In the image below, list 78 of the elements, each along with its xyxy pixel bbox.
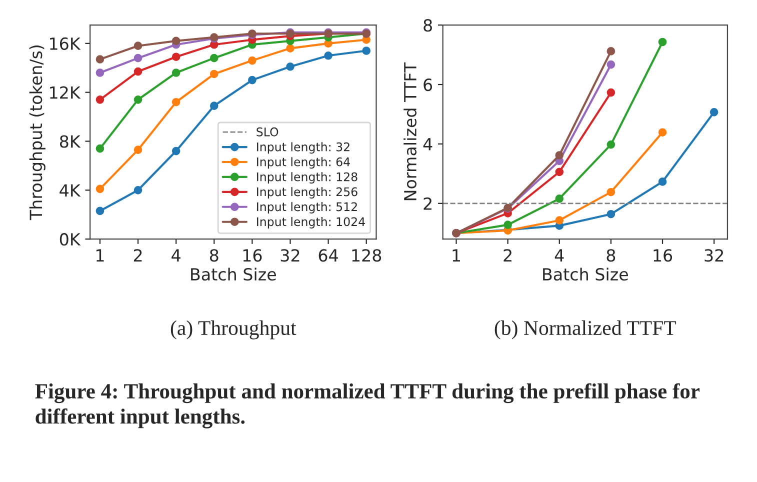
y-tick-label: 16K	[50, 37, 81, 50]
point	[606, 47, 616, 56]
point	[606, 210, 616, 218]
x-tick-label: 1	[96, 249, 104, 262]
point	[134, 95, 142, 104]
point	[658, 178, 667, 186]
y-tick-label: 0K	[60, 233, 81, 246]
point	[710, 108, 718, 116]
point	[286, 62, 294, 71]
point	[172, 68, 180, 77]
x-tick-label: 32	[704, 249, 724, 262]
point	[555, 216, 564, 225]
point	[172, 52, 180, 62]
point	[134, 67, 142, 76]
point	[555, 194, 564, 203]
point	[606, 140, 616, 149]
y-tick-label: 8	[424, 19, 432, 32]
point	[96, 206, 104, 216]
x-tick-label: 2	[504, 249, 512, 262]
point	[555, 151, 564, 160]
y-tick-label: 4	[423, 138, 432, 150]
x-tick-label: 16	[654, 249, 672, 262]
point	[134, 42, 142, 50]
text: (b) Normalized TTFT	[494, 320, 676, 340]
y-tick-label: 12K	[50, 86, 81, 99]
point	[134, 146, 142, 154]
text: (a) Throughput	[170, 320, 296, 340]
point	[96, 55, 104, 64]
legend-label: Input length: 32	[257, 142, 350, 154]
x-tick-label: 128	[352, 249, 382, 262]
point	[172, 98, 180, 106]
point	[248, 56, 256, 65]
point	[658, 128, 667, 137]
point	[96, 95, 104, 104]
x-tick-label: 8	[210, 249, 218, 262]
legend-label: Input length: 128	[257, 172, 358, 184]
point	[362, 46, 371, 55]
y-tick-label: 2	[424, 197, 432, 210]
legend-label: SLO	[256, 127, 278, 136]
x-tick-label: 16	[243, 249, 262, 262]
y-axis-title: Normalized TTFT	[404, 62, 417, 200]
point	[658, 38, 667, 46]
point	[504, 220, 512, 229]
legend-label: Input length: 512	[257, 202, 357, 214]
legend-label: Input length: 64	[257, 157, 350, 169]
x-axis-title: Batch Size	[191, 268, 276, 281]
point	[210, 102, 218, 110]
point	[606, 60, 616, 69]
y-tick-label: 4K	[60, 184, 81, 196]
point	[210, 70, 218, 78]
y-tick-label: 6	[424, 78, 432, 92]
x-tick-label: 2	[134, 249, 142, 262]
caption: Figure 4: Throughput and normalized TTFT during the prefill phase for different input lengths.	[35, 383, 700, 428]
point	[286, 44, 294, 52]
legend-label: Input length: 256	[257, 187, 358, 199]
point	[210, 54, 218, 62]
point	[96, 68, 104, 77]
point	[172, 36, 180, 46]
point	[606, 188, 616, 196]
x-tick-label: 4	[554, 249, 564, 262]
x-tick-label: 32	[280, 249, 300, 262]
x-tick-label: 4	[172, 249, 180, 262]
x-tick-label: 64	[318, 249, 338, 262]
x-tick-label: 8	[606, 249, 616, 262]
point	[96, 184, 104, 194]
point	[134, 54, 142, 62]
point	[324, 51, 332, 60]
point	[248, 76, 256, 84]
point	[134, 186, 142, 194]
x-axis-title: Batch Size	[543, 268, 628, 281]
x-tick-label: 1	[452, 249, 460, 262]
point	[172, 146, 180, 156]
point	[555, 168, 564, 176]
point	[96, 144, 104, 153]
y-tick-label: 8K	[60, 135, 81, 148]
y-axis-title: Throughput (token/s)	[29, 46, 46, 220]
point	[606, 88, 616, 97]
legend-label: Input length: 1024	[257, 217, 365, 228]
